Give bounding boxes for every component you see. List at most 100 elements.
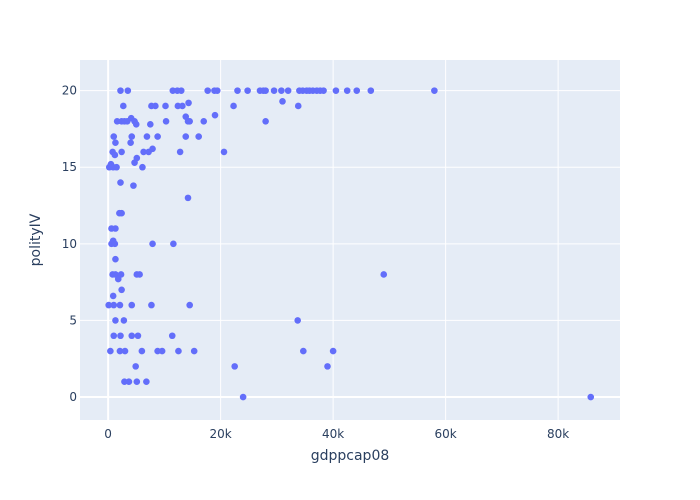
scatter-point: [118, 286, 125, 294]
scatter-point: [175, 347, 182, 355]
scatter-point: [110, 332, 118, 340]
scatter-point: [262, 87, 269, 94]
scatter-point: [113, 163, 120, 171]
scatter-point: [118, 148, 125, 156]
scatter-point: [116, 301, 124, 309]
scatter-point: [204, 87, 211, 94]
scatter-point: [186, 301, 193, 309]
scatter-point: [138, 347, 146, 355]
scatter-point: [107, 347, 114, 355]
scatter-point: [294, 317, 301, 324]
gridlines: [80, 60, 620, 420]
data-points: [105, 87, 595, 401]
scatter-point: [195, 133, 202, 140]
y-tick-label: 5: [69, 313, 77, 327]
scatter-point: [158, 347, 166, 355]
scatter-point: [177, 87, 185, 94]
scatter-point: [220, 148, 228, 156]
scatter-point: [200, 117, 208, 125]
scatter-point: [143, 378, 150, 386]
x-tick-label: 20k: [210, 427, 232, 441]
scatter-point: [367, 87, 375, 94]
scatter-point: [294, 102, 302, 110]
scatter-point: [211, 111, 219, 119]
scatter-point: [143, 133, 151, 140]
scatter-point: [111, 240, 119, 248]
scatter-point: [117, 179, 124, 186]
scatter-point: [132, 363, 139, 370]
scatter-point: [213, 87, 221, 94]
x-tick-label: 80k: [547, 427, 569, 441]
scatter-point: [136, 271, 143, 278]
scatter-point: [112, 225, 119, 232]
scatter-point: [112, 255, 119, 263]
scatter-point: [130, 182, 137, 189]
scatter-point: [190, 347, 198, 355]
scatter-point: [324, 363, 331, 370]
scatter-point: [332, 87, 340, 94]
x-tick-label: 0: [104, 427, 112, 441]
scatter-point: [133, 154, 141, 162]
x-axis-ticks: 0 20k 40k 60k 80k: [104, 427, 569, 441]
scatter-point: [124, 87, 132, 94]
scatter-point: [380, 271, 388, 278]
scatter-point: [239, 393, 247, 401]
x-tick-label: 40k: [322, 427, 344, 441]
scatter-point: [116, 347, 124, 355]
scatter-point: [112, 317, 119, 324]
scatter-point: [149, 145, 156, 153]
scatter-point: [121, 347, 129, 355]
scatter-point: [179, 102, 186, 110]
plot-background: [80, 60, 620, 420]
scatter-point: [147, 121, 154, 128]
y-tick-label: 0: [69, 390, 77, 404]
scatter-point: [262, 117, 269, 125]
scatter-point: [162, 102, 169, 110]
scatter-point: [176, 148, 184, 156]
scatter-point: [343, 87, 351, 94]
scatter-point: [162, 117, 170, 125]
y-axis-ticks: 0 5 10 15 20: [62, 84, 77, 404]
y-tick-label: 20: [62, 84, 77, 98]
scatter-point: [244, 87, 251, 94]
scatter-point: [300, 347, 307, 355]
scatter-point: [117, 332, 124, 340]
scatter-point: [329, 347, 337, 355]
scatter-point: [234, 87, 241, 94]
scatter-point: [110, 133, 118, 140]
y-tick-label: 10: [62, 237, 77, 251]
scatter-point: [117, 87, 124, 94]
scatter-point: [133, 378, 141, 386]
scatter-point: [587, 393, 595, 401]
scatter-point: [120, 102, 127, 110]
scatter-point: [186, 117, 193, 125]
x-axis-title: gdppcap08: [311, 448, 390, 464]
scatter-point: [117, 271, 125, 278]
scatter-point: [431, 87, 438, 94]
scatter-point: [128, 332, 136, 340]
scatter-point: [148, 301, 155, 309]
scatter-point: [270, 87, 278, 94]
y-axis-title: polityIV: [28, 213, 44, 266]
scatter-point: [149, 240, 156, 248]
scatter-point: [128, 301, 136, 309]
scatter-point: [140, 148, 147, 156]
scatter-point: [168, 332, 176, 340]
scatter-point: [284, 87, 292, 94]
scatter-point: [320, 87, 327, 94]
scatter-point: [112, 139, 119, 147]
y-tick-label: 15: [62, 160, 77, 174]
scatter-point: [132, 121, 140, 128]
scatter-point: [231, 363, 238, 370]
scatter-point: [120, 317, 128, 324]
scatter-point: [353, 87, 361, 94]
scatter-point: [152, 102, 159, 110]
scatter-point: [118, 209, 125, 217]
scatter-point: [154, 133, 161, 140]
scatter-point: [125, 378, 133, 386]
scatter-point: [134, 332, 142, 340]
scatter-point: [185, 99, 192, 107]
scatter-point: [279, 98, 286, 105]
scatter-point: [182, 133, 190, 140]
